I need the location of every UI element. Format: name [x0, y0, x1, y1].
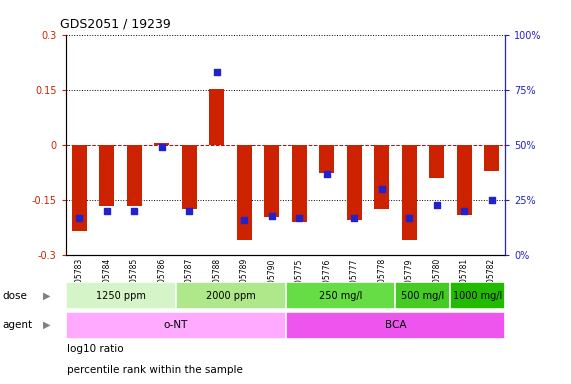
Text: BCA: BCA: [385, 320, 406, 330]
Bar: [154, 143, 170, 145]
Text: agent: agent: [3, 320, 33, 330]
Bar: [401, 145, 417, 240]
Bar: [292, 145, 307, 222]
Bar: [127, 145, 142, 206]
Point: [240, 217, 249, 223]
Text: log10 ratio: log10 ratio: [67, 344, 123, 354]
Bar: [72, 145, 87, 232]
Bar: [484, 145, 499, 171]
Text: dose: dose: [3, 291, 28, 301]
Text: 2000 ppm: 2000 ppm: [206, 291, 255, 301]
Bar: [264, 145, 279, 217]
Bar: [176, 282, 286, 309]
Point: [432, 202, 441, 208]
Point: [377, 186, 386, 192]
Bar: [319, 145, 334, 172]
Text: o-NT: o-NT: [163, 320, 188, 330]
Bar: [429, 145, 444, 178]
Text: 500 mg/l: 500 mg/l: [401, 291, 444, 301]
Point: [460, 208, 469, 214]
Point: [487, 197, 496, 203]
Text: percentile rank within the sample: percentile rank within the sample: [67, 365, 243, 375]
Text: ▶: ▶: [43, 320, 51, 330]
Point: [75, 215, 84, 221]
Point: [405, 215, 414, 221]
Point: [102, 208, 111, 214]
Bar: [209, 89, 224, 145]
Text: 250 mg/l: 250 mg/l: [319, 291, 362, 301]
Point: [185, 208, 194, 214]
Bar: [182, 145, 197, 209]
Point: [295, 215, 304, 221]
Bar: [457, 145, 472, 215]
Bar: [99, 145, 114, 206]
Point: [349, 215, 359, 221]
Bar: [374, 145, 389, 209]
Text: ▶: ▶: [43, 291, 51, 301]
Text: 1250 ppm: 1250 ppm: [96, 291, 146, 301]
Point: [157, 144, 166, 150]
Bar: [286, 312, 505, 339]
Bar: [66, 312, 286, 339]
Bar: [347, 145, 362, 220]
Bar: [237, 145, 252, 240]
Bar: [286, 282, 395, 309]
Point: [212, 69, 222, 75]
Text: 1000 mg/l: 1000 mg/l: [453, 291, 502, 301]
Bar: [66, 282, 176, 309]
Point: [130, 208, 139, 214]
Bar: [395, 282, 451, 309]
Point: [267, 213, 276, 219]
Point: [322, 170, 331, 177]
Bar: [451, 282, 505, 309]
Text: GDS2051 / 19239: GDS2051 / 19239: [60, 17, 171, 30]
